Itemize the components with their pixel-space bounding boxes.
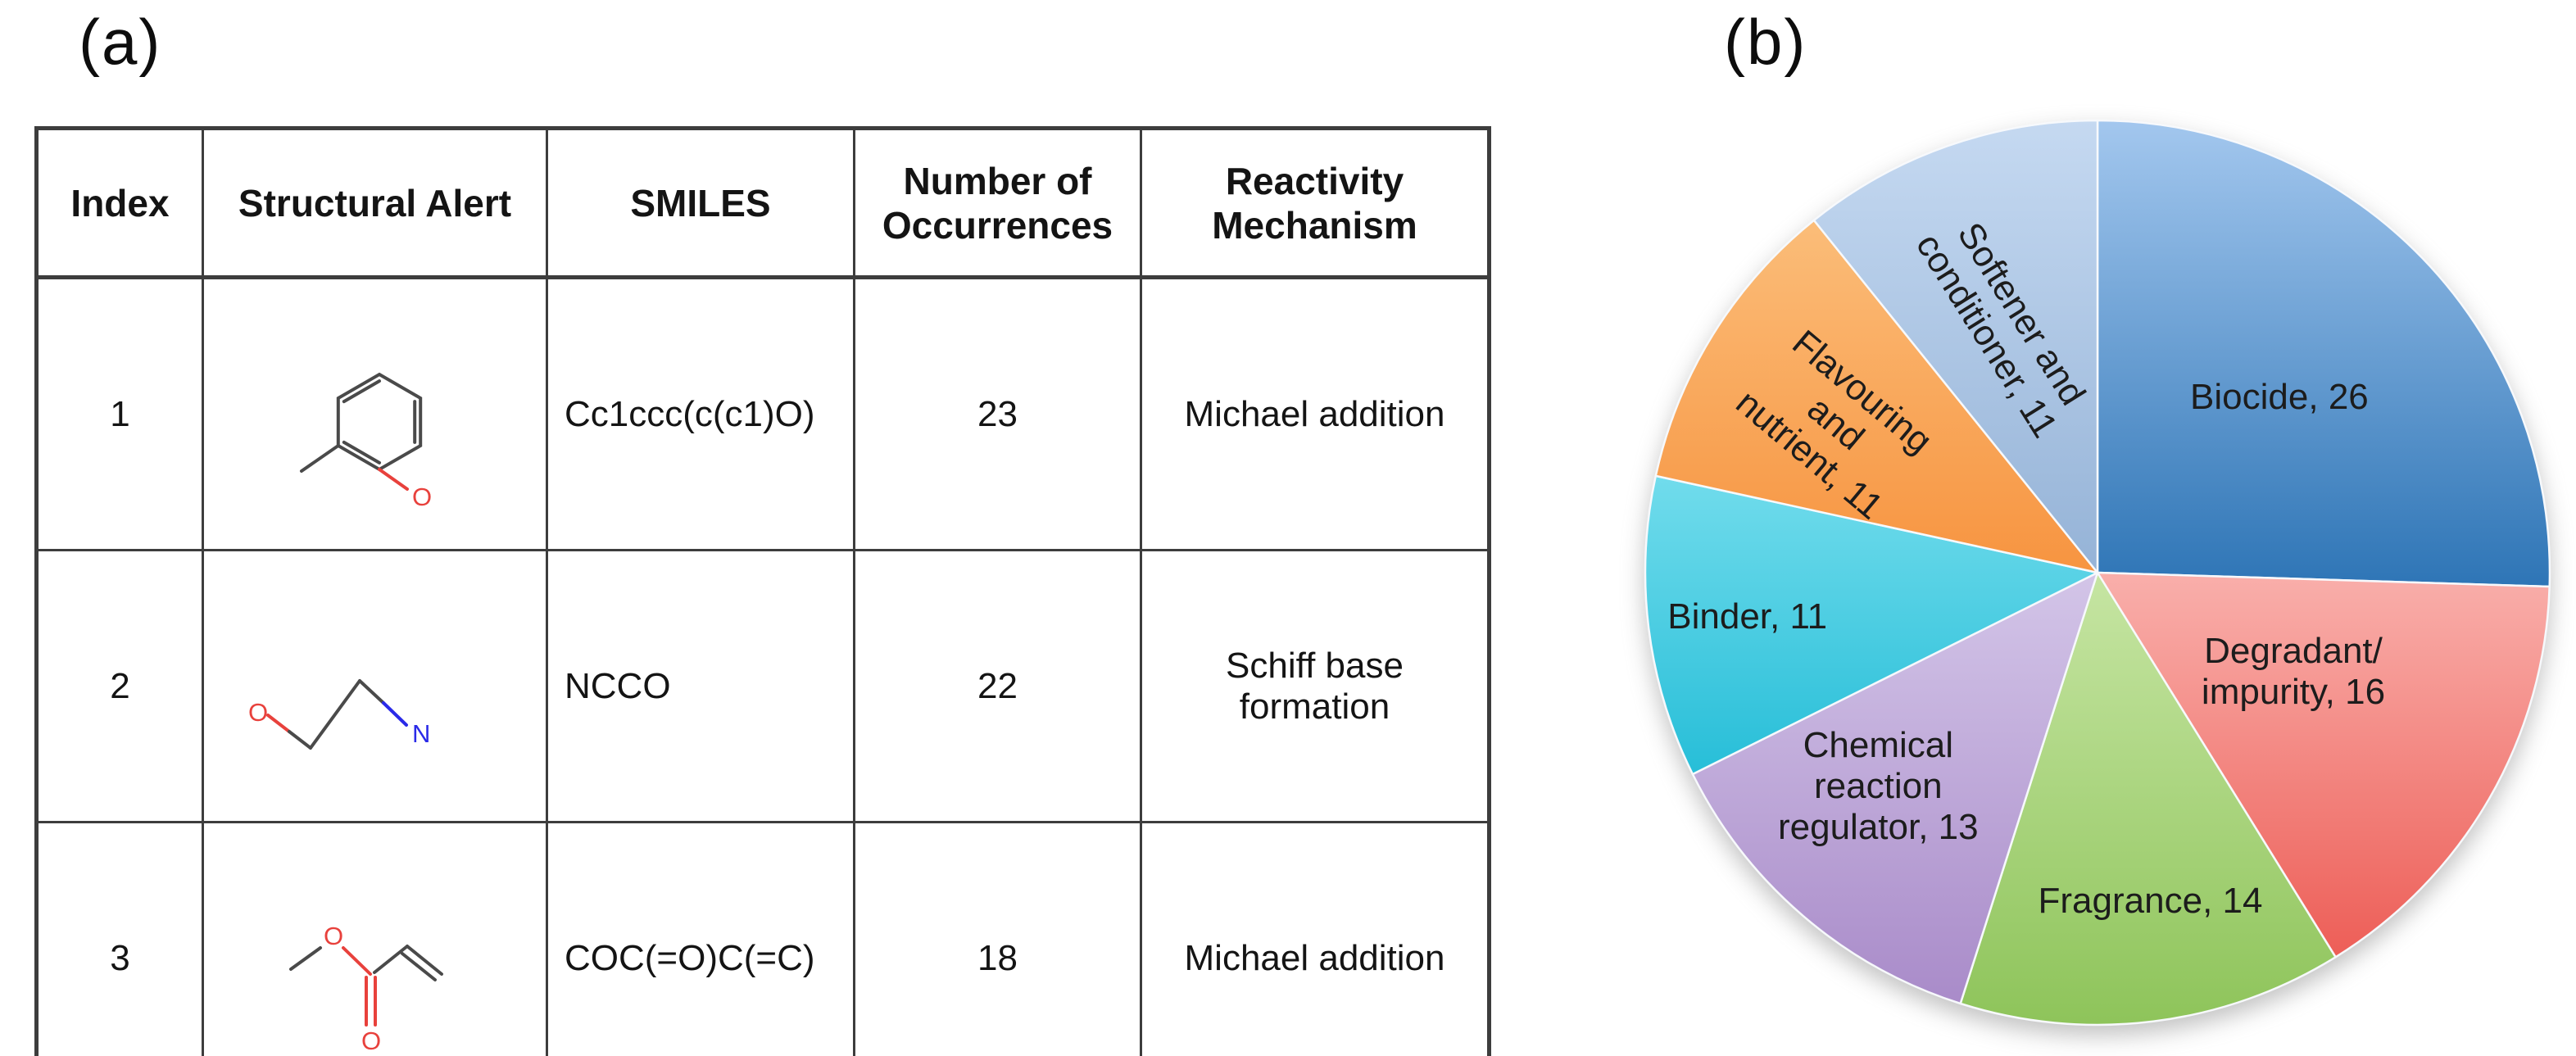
pie-label-binder: Binder, 11 <box>1667 596 1827 637</box>
cell-occurrences: 23 <box>853 276 1142 551</box>
structure-drawing-methylphenol: O <box>299 372 432 508</box>
pie-label-degradant-impurity: Degradant/impurity, 16 <box>2202 631 2385 712</box>
pie-chart: Biocide, 26 Degradant/impurity, 16 Fragran… <box>1644 119 2551 1027</box>
svg-text:O: O <box>412 483 432 508</box>
cell-occurrences: 18 <box>853 821 1142 1056</box>
cell-smiles: COC(=O)C(=C) <box>546 821 855 1056</box>
cell-mechanism: Michael addition <box>1140 276 1490 551</box>
cell-structure: O N <box>202 549 548 823</box>
pie-slice-flavouring-and-nutrient <box>1654 219 2099 574</box>
cell-occurrences: 22 <box>853 549 1142 823</box>
svg-text:O: O <box>248 698 268 727</box>
table-row: 1 O Cc1ccc(c(c1)O) 23 Michael addit <box>35 276 1490 551</box>
cell-smiles: Cc1ccc(c(c1)O) <box>546 276 855 551</box>
svg-text:O: O <box>361 1027 381 1052</box>
table-row: 2 O N NCCO 22 Schiff base formation <box>35 549 1490 823</box>
header-mechanism: Reactivity Mechanism <box>1140 126 1490 279</box>
pie-slice-binder <box>1644 474 2099 776</box>
pie-slice-chemical-reaction-regulator <box>1691 571 2099 1005</box>
table-header-row: Index Structural Alert SMILES Number of … <box>35 126 1490 279</box>
pie-label-chemical-reaction-regulator: Chemical reaction regulator, 13 <box>1778 725 1979 847</box>
panel-a-label: (a) <box>79 6 162 78</box>
cell-mechanism: Schiff base formation <box>1140 549 1490 823</box>
structure-drawing-aminoalcohol: O N <box>248 679 430 750</box>
structural-alerts-table: Index Structural Alert SMILES Number of … <box>34 126 1491 1056</box>
cell-mechanism: Michael addition <box>1140 821 1490 1056</box>
header-occurrences: Number of Occurrences <box>853 126 1142 279</box>
cell-structure: O O <box>202 821 548 1056</box>
pie-slice-degradant-impurity <box>2096 571 2551 959</box>
header-index: Index <box>35 126 204 279</box>
structure-drawing-acrylate: O O <box>288 922 443 1052</box>
pie-label-biocide: Biocide, 26 <box>2190 377 2369 417</box>
header-smiles: SMILES <box>546 126 855 279</box>
panel-b-label: (b) <box>1724 6 1807 78</box>
cell-index: 1 <box>35 276 204 551</box>
pie-slice-biocide <box>2096 119 2551 588</box>
cell-structure: O <box>202 276 548 551</box>
cell-smiles: NCCO <box>546 549 855 823</box>
pie-label-fragrance: Fragrance, 14 <box>2039 881 2263 921</box>
svg-text:N: N <box>412 719 430 748</box>
header-structural-alert: Structural Alert <box>202 126 548 279</box>
pie-slice-softener-and-conditioner <box>1812 119 2099 574</box>
svg-text:O: O <box>324 922 343 950</box>
cell-index: 2 <box>35 549 204 823</box>
table-row: 3 O O COC(=O)C(=C) <box>35 821 1490 1056</box>
pie-slice-fragrance <box>1959 571 2337 1027</box>
cell-index: 3 <box>35 821 204 1056</box>
